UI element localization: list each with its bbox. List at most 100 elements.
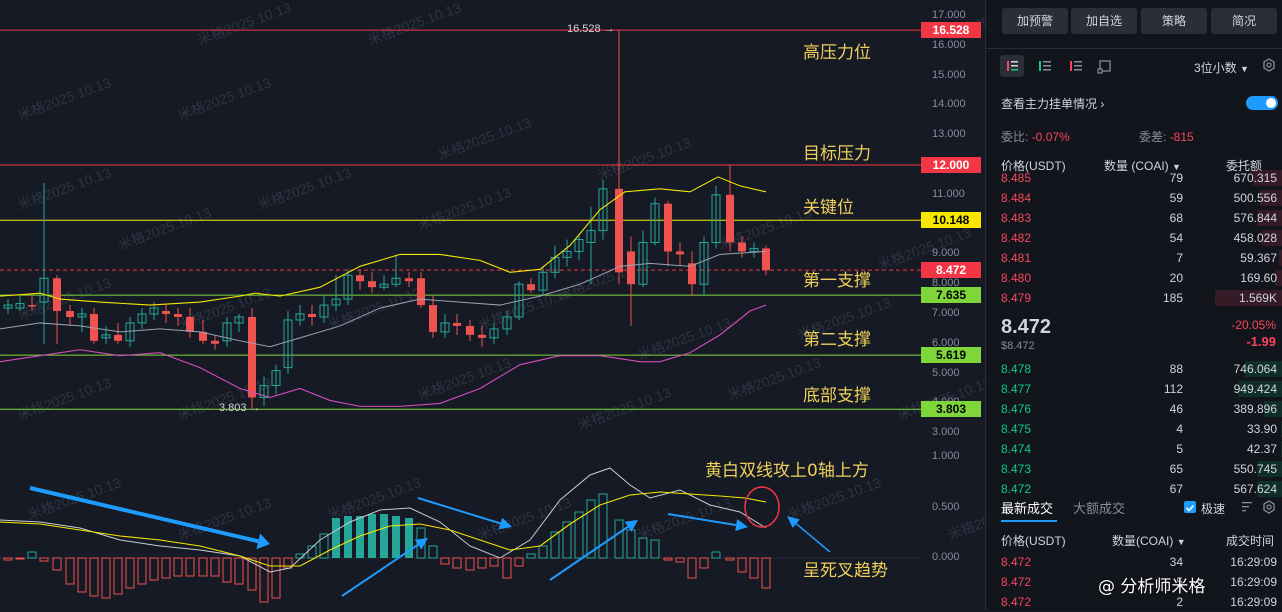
candle-body — [211, 340, 219, 344]
candle-body — [101, 334, 111, 339]
view-bids-icon[interactable] — [1034, 55, 1056, 77]
macd-histogram-bar — [185, 557, 195, 577]
main-orders-toggle-label[interactable]: 查看主力挂单情况 › — [1001, 97, 1105, 111]
orderbook-total: 500.556 — [1233, 191, 1277, 205]
orderbook-price: 8.473 — [1001, 462, 1032, 476]
depth-bar — [1245, 361, 1282, 377]
candle-body — [417, 278, 425, 306]
macd-histogram-bar — [332, 518, 340, 558]
macd-histogram-bar — [368, 514, 376, 558]
watermark-text: 米格2025.10.13 — [16, 74, 114, 123]
orderbook-qty: 67 — [1169, 482, 1183, 496]
candle-body — [502, 316, 512, 330]
macd-histogram-bar — [502, 557, 512, 579]
price-level-tag: 5.619 — [921, 347, 981, 364]
macd-histogram-bar — [271, 557, 281, 599]
add-alert-button[interactable]: 加预警 — [1002, 8, 1068, 34]
candle-body — [53, 278, 61, 312]
settings-gear-icon[interactable] — [1262, 58, 1276, 72]
y-axis-tick: 8.000 — [932, 277, 960, 290]
price-level-tag: 3.803 — [921, 401, 981, 418]
macd-histogram-bar — [489, 557, 499, 567]
bollinger-upper-line — [0, 176, 767, 306]
bid-row[interactable]: 8.477 112 949.424 — [986, 379, 1282, 399]
candle-body — [598, 188, 608, 232]
last-price: 8.472 — [1001, 316, 1052, 338]
candle-body — [308, 314, 316, 317]
bid-row[interactable]: 8.478 88 746.064 — [986, 359, 1282, 379]
overview-button[interactable]: 简况 — [1211, 8, 1277, 34]
macd-histogram-bar — [52, 557, 62, 571]
col-header-qty[interactable]: 数量 (COAI) ▼ — [1104, 159, 1181, 173]
trade-qty: 2 — [1176, 595, 1183, 609]
view-asks-icon[interactable] — [1065, 55, 1087, 77]
candle-body — [749, 247, 759, 252]
candle-body — [66, 311, 74, 317]
ask-row[interactable]: 8.481 7 59.367 — [986, 248, 1282, 268]
macd-axis-tick: 0.500 — [932, 501, 960, 513]
bid-row[interactable]: 8.474 5 42.37 — [986, 439, 1282, 459]
ask-row[interactable]: 8.483 68 576.844 — [986, 208, 1282, 228]
depth-bar — [1260, 190, 1282, 206]
ask-row[interactable]: 8.479 185 1.569K — [986, 288, 1282, 308]
candle-body — [356, 275, 364, 282]
macd-axis-tick: 1.000 — [932, 450, 960, 462]
col-header-price: 价格(USDT) — [1001, 159, 1066, 173]
ask-row[interactable]: 8.480 20 169.60 — [986, 268, 1282, 288]
filter-icon[interactable] — [1240, 500, 1254, 514]
ask-row[interactable]: 8.485 79 670.315 — [986, 168, 1282, 188]
ask-row[interactable]: 8.484 59 500.556 — [986, 188, 1282, 208]
depth-bar — [1279, 250, 1282, 266]
bid-row[interactable]: 8.476 46 389.896 — [986, 399, 1282, 419]
decimal-select[interactable]: 3位小数 ▼ — [1194, 61, 1249, 75]
macd-histogram-bar — [675, 557, 685, 563]
candle-body — [615, 188, 623, 273]
annotation-key-level: 关键位 — [803, 198, 854, 218]
annotation-death-cross: 呈死叉趋势 — [803, 561, 888, 581]
main-orders-toggle[interactable] — [1246, 96, 1278, 110]
orderbook-qty: 5 — [1176, 442, 1183, 456]
highlight-circle — [744, 486, 780, 528]
depth-bar — [1253, 170, 1282, 186]
tab-latest-trades[interactable]: 最新成交 — [1001, 501, 1054, 516]
candle-body — [234, 316, 244, 324]
annotation-target-resistance: 目标压力 — [803, 144, 871, 164]
candle-body — [295, 313, 305, 321]
view-both-icon[interactable] — [1000, 55, 1024, 77]
macd-histogram-bar — [125, 557, 135, 589]
macd-histogram-bar — [319, 533, 329, 559]
view-depth-icon[interactable] — [1095, 55, 1117, 77]
bollinger-lower-line — [0, 304, 767, 407]
orderbook-qty: 79 — [1169, 171, 1183, 185]
macd-histogram-bar — [39, 557, 49, 562]
candle-body — [199, 331, 207, 341]
tab-large-trades[interactable]: 大额成交 — [1073, 501, 1126, 516]
strategy-button[interactable]: 策略 — [1141, 8, 1207, 34]
candle-body — [283, 319, 293, 369]
trade-header-qty[interactable]: 数量(COAI) ▼ — [1112, 534, 1186, 548]
bid-row[interactable]: 8.473 65 550.745 — [986, 459, 1282, 479]
candle-body — [676, 251, 684, 255]
y-axis-tick: 3.000 — [932, 426, 960, 439]
macd-histogram-bar — [465, 557, 475, 571]
change-percent: -20.05% — [1231, 318, 1276, 332]
price-level-tag: 16.528 — [921, 22, 981, 39]
trades-settings-icon[interactable] — [1262, 500, 1276, 514]
ask-row[interactable]: 8.482 54 458.028 — [986, 228, 1282, 248]
macd-histogram-bar — [687, 557, 697, 579]
bid-row[interactable]: 8.472 67 567.624 — [986, 479, 1282, 499]
depth-bar — [1275, 270, 1282, 286]
macd-histogram-bar — [210, 557, 220, 577]
trend-arrow — [549, 520, 638, 581]
orderbook-qty: 112 — [1163, 382, 1183, 396]
bid-row[interactable]: 8.475 4 33.90 — [986, 419, 1282, 439]
macd-histogram-bar — [737, 557, 747, 573]
chart-area[interactable]: 米格2025.10.13 米格2025.10.13 米格2025.10.13 米格20… — [0, 0, 985, 610]
add-watchlist-button[interactable]: 加自选 — [1071, 8, 1137, 34]
trend-arrow — [341, 538, 428, 597]
candle-body — [711, 194, 721, 243]
y-axis-tick: 6.000 — [932, 336, 960, 349]
fast-checkbox[interactable] — [1184, 501, 1196, 513]
macd-histogram-bar — [626, 529, 636, 559]
